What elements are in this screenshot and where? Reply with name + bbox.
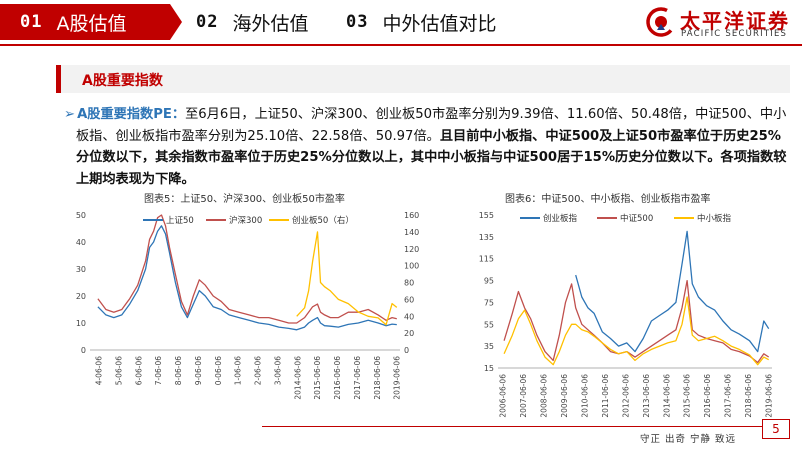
x-tick-label: 2013-06-06 [642,374,651,418]
figure-5-title: 图表5：上证50、沪深300、创业板50市盈率 [144,194,345,205]
y2-tick-label: 60 [404,295,414,304]
legend-label: 中小板指 [697,213,732,224]
y2-tick-label: 40 [404,312,414,321]
y2-tick-label: 120 [404,245,419,254]
x-tick-label: 2015-06-06 [313,356,322,400]
series-line [503,296,770,366]
legend-label: 沪深300 [229,215,262,226]
tab-number: 02 [196,12,219,32]
footer-divider [262,426,762,427]
section-title: A股重要指数 [82,73,163,89]
tab-number: 03 [346,12,369,32]
x-tick-label: 2016-06-06 [333,356,342,400]
series-line [97,214,397,324]
header: 01 A股估值 02 海外估值 03 中外估值对比 太平洋证券 PACIFIC … [0,0,802,44]
legend-label: 上证50 [166,216,194,226]
x-tick-label: 1-06-06 [234,356,243,385]
x-tick-label: 2017-06-06 [724,374,733,418]
x-tick-label: 2-06-06 [254,356,263,385]
logo-emblem-icon [646,7,676,37]
x-tick-label: 7-06-06 [154,356,163,385]
x-tick-label: 2018-06-06 [373,356,382,400]
y2-tick-label: 160 [404,211,419,220]
y-tick-label: 135 [479,233,494,242]
x-tick-label: 2006-06-06 [499,374,508,418]
x-tick-label: 2018-06-06 [744,374,753,418]
summary-paragraph: ➢ A股重要指数PE：至6月6日，上证50、沪深300、创业板50市盈率分别为9.… [64,104,788,190]
x-tick-label: 2019-06-06 [393,356,402,400]
x-tick-label: 2014-06-06 [293,356,302,400]
y-tick-label: 10 [76,319,86,328]
company-logo: 太平洋证券 PACIFIC SECURITIES [646,5,798,41]
y-tick-label: 15 [484,364,494,373]
y-tick-label: 35 [484,342,494,351]
tab-overseas-valuation[interactable]: 02 海外估值 [196,4,309,40]
tab-a-share-valuation[interactable]: 01 A股估值 [0,4,182,40]
y-tick-label: 55 [484,320,494,329]
paragraph-lead: A股重要指数PE： [77,107,186,122]
section-title-marker [56,65,61,93]
header-divider [0,44,802,46]
x-tick-label: 2019-06-06 [765,374,774,418]
tab-label: 中外估值对比 [382,12,497,35]
y2-tick-label: 80 [404,279,414,288]
x-tick-label: 2017-06-06 [353,356,362,400]
section-title-bar [56,65,790,93]
y2-tick-label: 20 [404,329,414,338]
x-tick-label: 3-06-06 [273,356,282,385]
y-tick-label: 30 [76,265,86,274]
x-tick-label: 2012-06-06 [621,374,630,418]
y-tick-label: 0 [81,346,86,355]
bullet-arrow-icon: ➢ [64,107,76,122]
y-tick-label: 115 [479,255,494,264]
x-tick-label: 8-06-06 [174,356,183,385]
y-tick-label: 40 [76,238,86,247]
logo-english-name: PACIFIC SECURITIES [681,29,788,39]
y-tick-label: 95 [484,277,494,286]
series-line [575,230,770,353]
y-tick-label: 155 [479,211,494,220]
x-tick-label: 5-06-06 [114,356,123,385]
tab-label: A股估值 [56,12,127,35]
series-line [503,279,770,364]
footer-slogan: 守正 出奇 宁静 致远 [640,434,737,445]
logo-chinese-name: 太平洋证券 [680,9,790,33]
x-tick-label: 0-06-06 [214,356,223,385]
y-tick-label: 20 [76,292,86,301]
x-tick-label: 2014-06-06 [662,374,671,418]
page-number: 5 [762,419,790,439]
y-tick-label: 75 [484,298,494,307]
legend-label: 创业板50（右） [292,215,354,226]
series-line [97,225,397,331]
y2-tick-label: 0 [404,346,409,355]
x-tick-label: 2007-06-06 [519,374,528,418]
figure-6-title: 图表6：中证500、中小板指、创业板指市盈率 [505,194,711,205]
tab-valuation-comparison[interactable]: 03 中外估值对比 [346,4,497,40]
y2-tick-label: 100 [404,262,419,271]
tab-label: 海外估值 [232,12,309,35]
x-tick-label: 2009-06-06 [560,374,569,418]
x-tick-label: 6-06-06 [134,356,143,385]
x-tick-label: 2016-06-06 [703,374,712,418]
paragraph-normal-text: 至6月6日，上证50、沪深300、创业板50市盈率分别为9.39倍、11.60倍… [76,107,787,144]
legend-label: 创业板指 [543,213,578,224]
paragraph-bold-text: 且目前中小板指、中证500及上证50市盈率位于历史25%分位数以下，其余指数市盈… [76,128,787,187]
x-tick-label: 2010-06-06 [580,374,589,418]
series-line [296,231,398,326]
x-tick-label: 4-06-06 [95,356,104,385]
y-tick-label: 50 [76,211,86,220]
x-tick-label: 9-06-06 [194,356,203,385]
x-tick-label: 2008-06-06 [540,374,549,418]
legend-label: 中证500 [620,213,653,224]
y2-tick-label: 140 [404,228,419,237]
x-tick-label: 2015-06-06 [683,374,692,418]
tab-number: 01 [20,12,43,32]
x-tick-label: 2011-06-06 [601,374,610,418]
